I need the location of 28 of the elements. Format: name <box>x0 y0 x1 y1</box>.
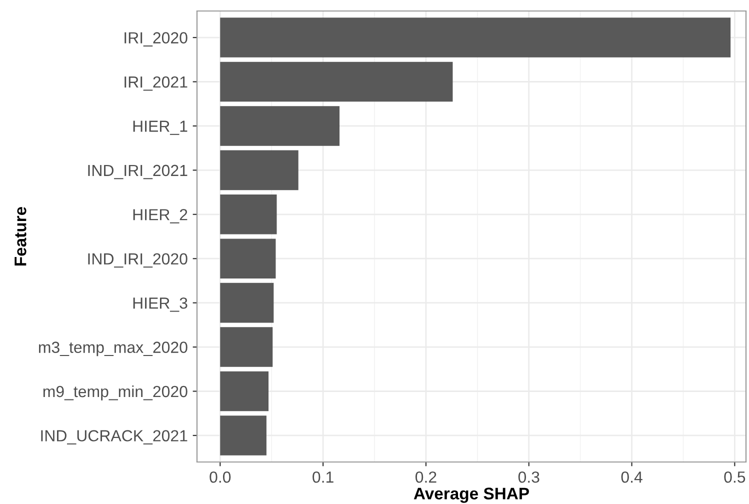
bar <box>220 416 266 456</box>
y-tick-label: IND_UCRACK_2021 <box>41 430 188 444</box>
x-tick-label: 0.2 <box>415 471 436 483</box>
y-tick-label: IRI_2020 <box>124 32 188 46</box>
bar <box>220 371 269 412</box>
y-tick-label: m9_temp_min_2020 <box>43 385 188 400</box>
x-axis-title: Average SHAP <box>414 488 529 503</box>
x-tick-label: 0.0 <box>210 471 231 483</box>
y-tick-label: IND_IRI_2020 <box>88 253 188 268</box>
y-tick-label: HIER_1 <box>133 120 188 135</box>
y-tick-label: HIER_3 <box>133 297 188 312</box>
bar <box>220 194 277 234</box>
bar <box>220 150 298 190</box>
bar <box>220 282 274 323</box>
bar <box>220 238 276 279</box>
x-tick-label: 0.5 <box>724 471 746 483</box>
y-axis-title: Feature <box>14 206 26 266</box>
bar <box>220 18 731 58</box>
x-tick-label: 0.1 <box>312 471 334 483</box>
bar <box>220 327 273 367</box>
y-tick-label: IRI_2021 <box>124 76 188 91</box>
bar <box>220 62 453 102</box>
y-tick-label: IND_IRI_2021 <box>88 164 188 180</box>
bar <box>220 106 340 146</box>
y-tick-label: m3_temp_max_2020 <box>38 342 188 356</box>
x-tick-label: 0.3 <box>518 471 540 483</box>
x-tick-label: 0.4 <box>621 471 642 483</box>
y-tick-label: HIER_2 <box>133 209 188 224</box>
